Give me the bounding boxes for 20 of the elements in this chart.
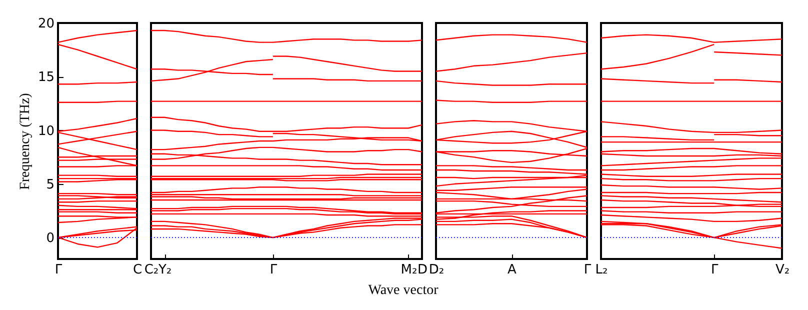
- y-tick-label: 5: [46, 177, 54, 192]
- x-tick-label: D: [417, 262, 428, 278]
- x-tick-label: A: [508, 262, 517, 278]
- y-tick-label: 20: [38, 16, 54, 32]
- y-tick-label: 0: [46, 231, 54, 246]
- x-tick-label: Γ: [711, 262, 719, 278]
- x-tick-label: L₂: [595, 262, 608, 278]
- y-axis-title: Frequency (THz): [18, 92, 33, 190]
- x-tick-label: C: [132, 262, 142, 278]
- x-tick-label: D₂: [428, 262, 444, 278]
- x-tick-label: C₂: [144, 262, 159, 278]
- x-tick-label: V₂: [775, 262, 790, 278]
- y-tick-label: 15: [38, 70, 54, 86]
- y-tick-label: 10: [38, 124, 54, 139]
- x-tick-label: Y₂: [157, 262, 172, 278]
- x-tick-label: Γ: [270, 262, 278, 278]
- x-tick-label: Γ: [54, 262, 63, 278]
- x-tick-label: M₂: [400, 262, 418, 278]
- text: Wave vector: [368, 283, 439, 298]
- x-tick-label: Γ: [584, 262, 592, 278]
